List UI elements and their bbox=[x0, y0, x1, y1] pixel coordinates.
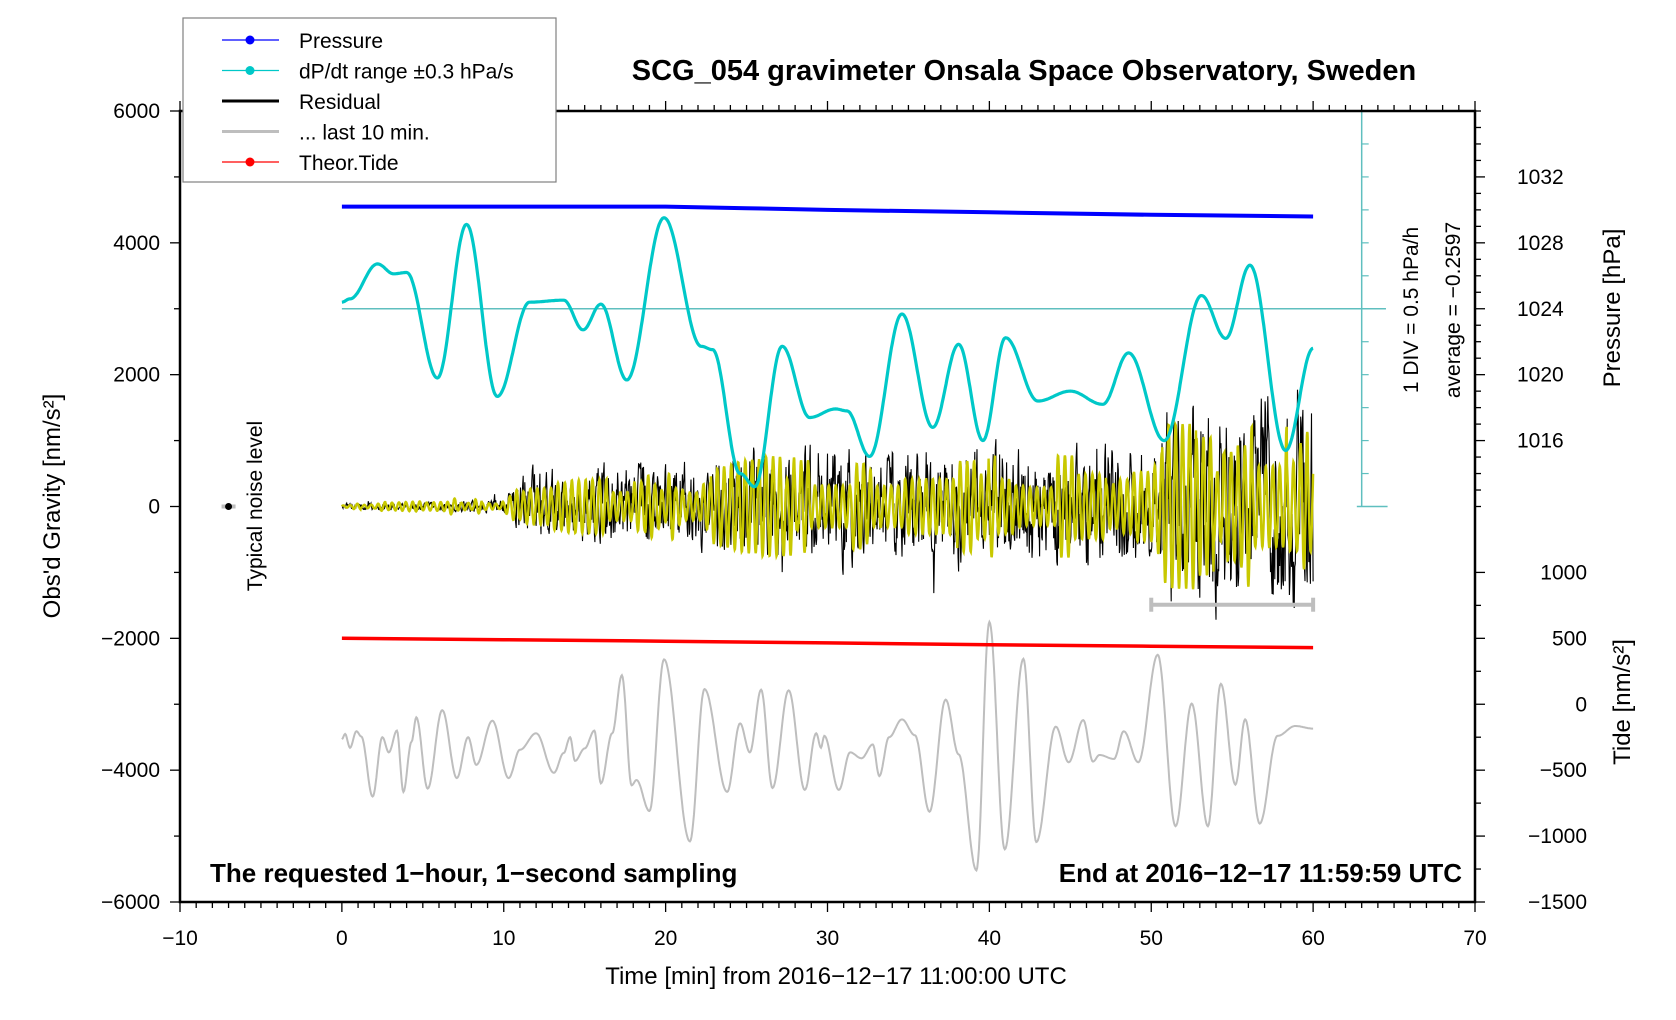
legend-marker bbox=[245, 157, 255, 167]
noise-level-label: Typical noise level bbox=[244, 421, 267, 591]
dpdt-average-label: average = −0.2597 bbox=[1442, 222, 1465, 398]
series-layer bbox=[221, 110, 1388, 873]
x-tick-label: 70 bbox=[1463, 927, 1486, 950]
legend: Pressure dP/dt range ±0.3 hPa/s Residual..… bbox=[182, 17, 557, 183]
y-axis-label-left: Obs'd Gravity [nm/s²] bbox=[39, 394, 66, 619]
legend-label: Theor.Tide bbox=[299, 152, 399, 175]
y-axis-label-pressure: Pressure [hPa] bbox=[1599, 229, 1626, 388]
legend-label: dP/dt range ±0.3 hPa/s bbox=[299, 61, 514, 84]
pressure-tick-label: 1032 bbox=[1517, 166, 1564, 189]
tide-tick-label: −500 bbox=[1540, 759, 1587, 782]
y-tick-label: 4000 bbox=[113, 232, 160, 255]
dpdt-line bbox=[341, 216, 1314, 489]
dpdt-div-label: 1 DIV = 0.5 hPa/h bbox=[1400, 227, 1423, 393]
y-tick-label: 6000 bbox=[113, 100, 160, 123]
end-time-note: End at 2016−12−17 11:59:59 UTC bbox=[1059, 858, 1462, 888]
legend-label: Residual bbox=[299, 91, 381, 114]
residual-line bbox=[341, 389, 1314, 620]
sampling-note: The requested 1−hour, 1−second sampling bbox=[210, 858, 737, 888]
x-tick-label: 40 bbox=[978, 927, 1001, 950]
y-tick-label: −2000 bbox=[101, 627, 160, 650]
tide-tick-label: 500 bbox=[1552, 627, 1587, 650]
tide-tick-label: −1000 bbox=[1528, 825, 1587, 848]
y-tick-label: −6000 bbox=[101, 891, 160, 914]
x-tick-label: 0 bbox=[336, 927, 348, 950]
pressure-line bbox=[341, 204, 1314, 219]
pressure-tick-label: 1024 bbox=[1517, 298, 1564, 321]
pressure-tick-label: 1016 bbox=[1517, 430, 1564, 453]
y-tick-label: 2000 bbox=[113, 364, 160, 387]
pressure-tick-label: 1028 bbox=[1517, 232, 1564, 255]
x-tick-label: −10 bbox=[162, 927, 198, 950]
axes-layer: −10 0 10 20 30 40 50 60 70−6000−4000−20000200040… bbox=[101, 100, 1587, 950]
tide-line bbox=[341, 636, 1314, 650]
chart-title: SCG_054 gravimeter Onsala Space Observat… bbox=[632, 55, 1416, 87]
legend-marker bbox=[245, 66, 255, 75]
legend-marker bbox=[245, 35, 255, 45]
legend-label: ... last 10 min. bbox=[299, 122, 430, 145]
x-tick-label: 20 bbox=[654, 927, 677, 950]
legend-label: Pressure bbox=[299, 30, 383, 53]
tide-tick-label: 1000 bbox=[1540, 561, 1587, 584]
y-tick-label: −4000 bbox=[101, 759, 160, 782]
noise-level-point bbox=[225, 503, 233, 510]
x-tick-label: 60 bbox=[1301, 927, 1324, 950]
tide-tick-label: −1500 bbox=[1528, 891, 1587, 914]
gray-residual-line bbox=[341, 619, 1314, 873]
x-axis-label: Time [min] from 2016−12−17 11:00:00 UTC bbox=[605, 963, 1067, 990]
x-tick-label: 10 bbox=[492, 927, 515, 950]
tide-tick-label: 0 bbox=[1575, 693, 1587, 716]
x-tick-label: 50 bbox=[1140, 927, 1163, 950]
y-axis-label-tide: Tide [nm/s²] bbox=[1609, 639, 1636, 765]
filtered-residual-line bbox=[340, 420, 1315, 590]
y-tick-label: 0 bbox=[148, 496, 160, 519]
pressure-tick-label: 1020 bbox=[1517, 364, 1564, 387]
x-tick-label: 30 bbox=[816, 927, 839, 950]
